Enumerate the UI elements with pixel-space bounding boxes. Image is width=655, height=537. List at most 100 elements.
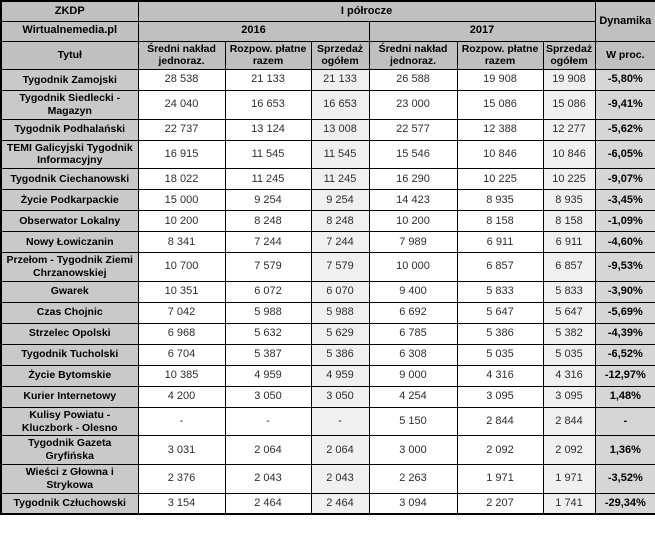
table-body: Tygodnik Zamojski 28 538 21 133 21 133 26 58… [0, 69, 655, 515]
dynamics-value: -5,80% [594, 69, 655, 92]
circulation-value: 23 000 [368, 90, 458, 120]
circulation-value: 5 833 [542, 280, 596, 303]
year-2016-label: 2016 [137, 20, 370, 42]
circulation-table: ZKDP I półrocze Dynamika Wirtualnemedia.… [0, 0, 655, 516]
circulation-value: 2 376 [137, 464, 226, 494]
circulation-value: 6 968 [137, 322, 226, 345]
circulation-value: - [224, 406, 312, 437]
circulation-value: 21 133 [224, 69, 312, 92]
table-row: Czas Chojnic 7 042 5 988 5 988 6 692 5 647 5 6… [0, 301, 655, 324]
circulation-value: 2 263 [368, 464, 458, 494]
circulation-value: 12 388 [456, 118, 544, 141]
dynamics-value: -3,90% [594, 280, 655, 303]
row-title: TEMI Galicyjski Tygodnik Informacyjny [0, 139, 139, 170]
circulation-value: 3 095 [456, 385, 544, 408]
circulation-value: 11 545 [310, 139, 370, 170]
circulation-value: 12 277 [542, 118, 596, 141]
circulation-value: 18 022 [137, 168, 226, 191]
circulation-value: 3 050 [310, 385, 370, 408]
table-row: Tygodnik Siedlecki - Magazyn 24 040 16 653… [0, 90, 655, 120]
circulation-value: 10 225 [456, 168, 544, 191]
circulation-value: 7 579 [224, 252, 312, 282]
circulation-value: 7 244 [224, 231, 312, 254]
circulation-value: 3 031 [137, 435, 226, 466]
circulation-value: 10 225 [542, 168, 596, 191]
circulation-value: 6 692 [368, 301, 458, 324]
circulation-value: 19 908 [542, 69, 596, 92]
table-row: Tygodnik Tucholski 6 704 5 387 5 386 6 308 5 … [0, 343, 655, 366]
circulation-value: 7 989 [368, 231, 458, 254]
circulation-value: 6 785 [368, 322, 458, 345]
circulation-value: 8 158 [456, 210, 544, 233]
table-row: Życie Podkarpackie 15 000 9 254 9 254 14 423… [0, 189, 655, 212]
dynamics-value: -3,45% [594, 189, 655, 212]
dynamics-value: -29,34% [594, 492, 655, 515]
circulation-value: 9 000 [368, 364, 458, 387]
circulation-value: 7 244 [310, 231, 370, 254]
table-row: Kurier Internetowy 4 200 3 050 3 050 4 254 3 … [0, 385, 655, 408]
circulation-value: 8 248 [224, 210, 312, 233]
circulation-value: 4 959 [224, 364, 312, 387]
col-avg-print-run-2017: Średni nakład jednoraz. [368, 40, 458, 71]
circulation-value: 16 653 [310, 90, 370, 120]
circulation-value: 2 844 [456, 406, 544, 437]
circulation-value: 3 095 [542, 385, 596, 408]
circulation-value: 10 000 [368, 252, 458, 282]
dynamics-value: -5,69% [594, 301, 655, 324]
row-title: Wieści z Głowna i Strykowa [0, 464, 139, 494]
circulation-value: 8 935 [542, 189, 596, 212]
circulation-value: 5 632 [224, 322, 312, 345]
circulation-value: 14 423 [368, 189, 458, 212]
col-avg-print-run-2016: Średni nakład jednoraz. [137, 40, 226, 71]
dynamics-value: -4,39% [594, 322, 655, 345]
circulation-value: 7 042 [137, 301, 226, 324]
table-row: Tygodnik Podhalański 22 737 13 124 13 008 22… [0, 118, 655, 141]
row-title: Przełom - Tygodnik Ziemi Chrzanowskiej [0, 252, 139, 282]
circulation-value: 2 064 [310, 435, 370, 466]
circulation-value: 11 545 [224, 139, 312, 170]
circulation-value: 28 538 [137, 69, 226, 92]
circulation-value: 6 911 [456, 231, 544, 254]
circulation-value: 22 577 [368, 118, 458, 141]
circulation-value: - [310, 406, 370, 437]
circulation-value: 2 844 [542, 406, 596, 437]
dynamics-value: -5,62% [594, 118, 655, 141]
circulation-value: 24 040 [137, 90, 226, 120]
circulation-value: 6 070 [310, 280, 370, 303]
table-row: Życie Bytomskie 10 385 4 959 4 959 9 000 4 31… [0, 364, 655, 387]
circulation-value: 8 158 [542, 210, 596, 233]
row-title: Życie Podkarpackie [0, 189, 139, 212]
circulation-value: 10 700 [137, 252, 226, 282]
circulation-value: 5 387 [224, 343, 312, 366]
dynamics-label: Dynamika [594, 0, 655, 42]
dynamics-value: -4,60% [594, 231, 655, 254]
circulation-value: 9 254 [310, 189, 370, 212]
circulation-value: 4 316 [542, 364, 596, 387]
row-title: Tygodnik Gazeta Gryfińska [0, 435, 139, 466]
table-row: Tygodnik Człuchowski 3 154 2 464 2 464 3 094… [0, 492, 655, 515]
circulation-value: 9 254 [224, 189, 312, 212]
row-title: Kurier Internetowy [0, 385, 139, 408]
header-row-1: ZKDP I półrocze Dynamika [0, 0, 655, 42]
dynamics-value: -1,09% [594, 210, 655, 233]
circulation-value: 5 629 [310, 322, 370, 345]
circulation-value: 6 911 [542, 231, 596, 254]
circulation-value: 15 546 [368, 139, 458, 170]
circulation-value: 6 857 [456, 252, 544, 282]
circulation-value: 7 579 [310, 252, 370, 282]
circulation-value: 21 133 [310, 69, 370, 92]
circulation-value: 10 200 [137, 210, 226, 233]
circulation-value: 10 200 [368, 210, 458, 233]
circulation-value: 8 935 [456, 189, 544, 212]
circulation-value: 4 959 [310, 364, 370, 387]
table-row: Strzelec Opolski 6 968 5 632 5 629 6 785 5 38… [0, 322, 655, 345]
circulation-value: 2 064 [224, 435, 312, 466]
circulation-value: 4 316 [456, 364, 544, 387]
table-row: Nowy Łowiczanin 8 341 7 244 7 244 7 989 6 911… [0, 231, 655, 254]
row-title: Tygodnik Człuchowski [0, 492, 139, 515]
circulation-value: 13 124 [224, 118, 312, 141]
dynamics-value: -3,52% [594, 464, 655, 494]
circulation-value: 6 857 [542, 252, 596, 282]
circulation-value: 6 704 [137, 343, 226, 366]
col-paid-distribution-2017: Rozpow. płatne razem [456, 40, 544, 71]
